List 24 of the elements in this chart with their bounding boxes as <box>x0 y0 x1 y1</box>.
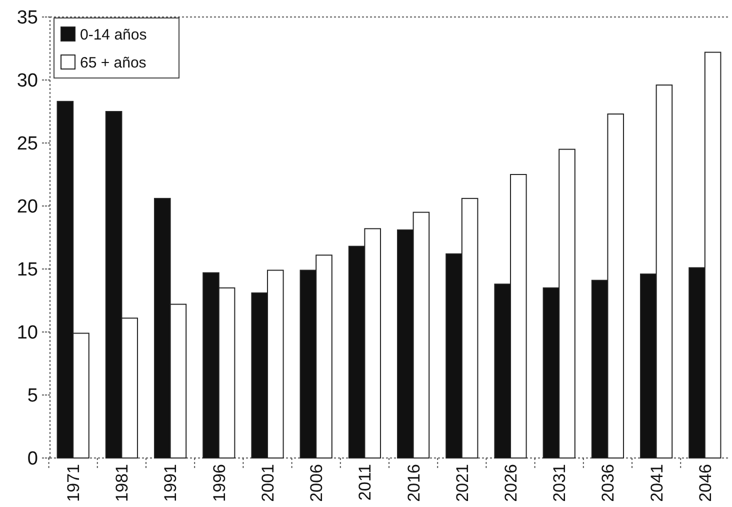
x-tick-label: 2041 <box>647 464 666 502</box>
x-tick-label: 1991 <box>161 464 180 502</box>
y-tick-label: 0 <box>27 448 38 470</box>
x-tick-label: 2006 <box>307 464 326 502</box>
y-tick-label: 35 <box>16 8 38 29</box>
x-tick-label: 2031 <box>550 464 570 502</box>
x-tick-label: 1981 <box>112 464 132 502</box>
x-tick-label: 2046 <box>696 464 715 502</box>
y-tick-label: 25 <box>16 134 38 155</box>
x-tick-label: 1971 <box>64 464 84 502</box>
legend-label: 0-14 años <box>80 26 147 44</box>
x-tick-label: 2016 <box>404 464 424 502</box>
x-tick-label: 2036 <box>598 464 618 502</box>
y-tick-label: 15 <box>16 260 38 281</box>
x-tick-label: 2026 <box>501 464 520 502</box>
y-tick-label: 20 <box>16 196 38 218</box>
y-tick-label: 5 <box>27 386 38 407</box>
x-tick-label: 2021 <box>452 464 472 502</box>
legend-label: 65 + años <box>80 54 146 72</box>
x-tick-label: 2001 <box>258 464 278 502</box>
y-tick-label: 30 <box>16 70 38 92</box>
x-tick-label: 1996 <box>210 464 229 502</box>
y-tick-label: 10 <box>16 322 38 344</box>
x-tick-label: 2011 <box>356 464 375 501</box>
